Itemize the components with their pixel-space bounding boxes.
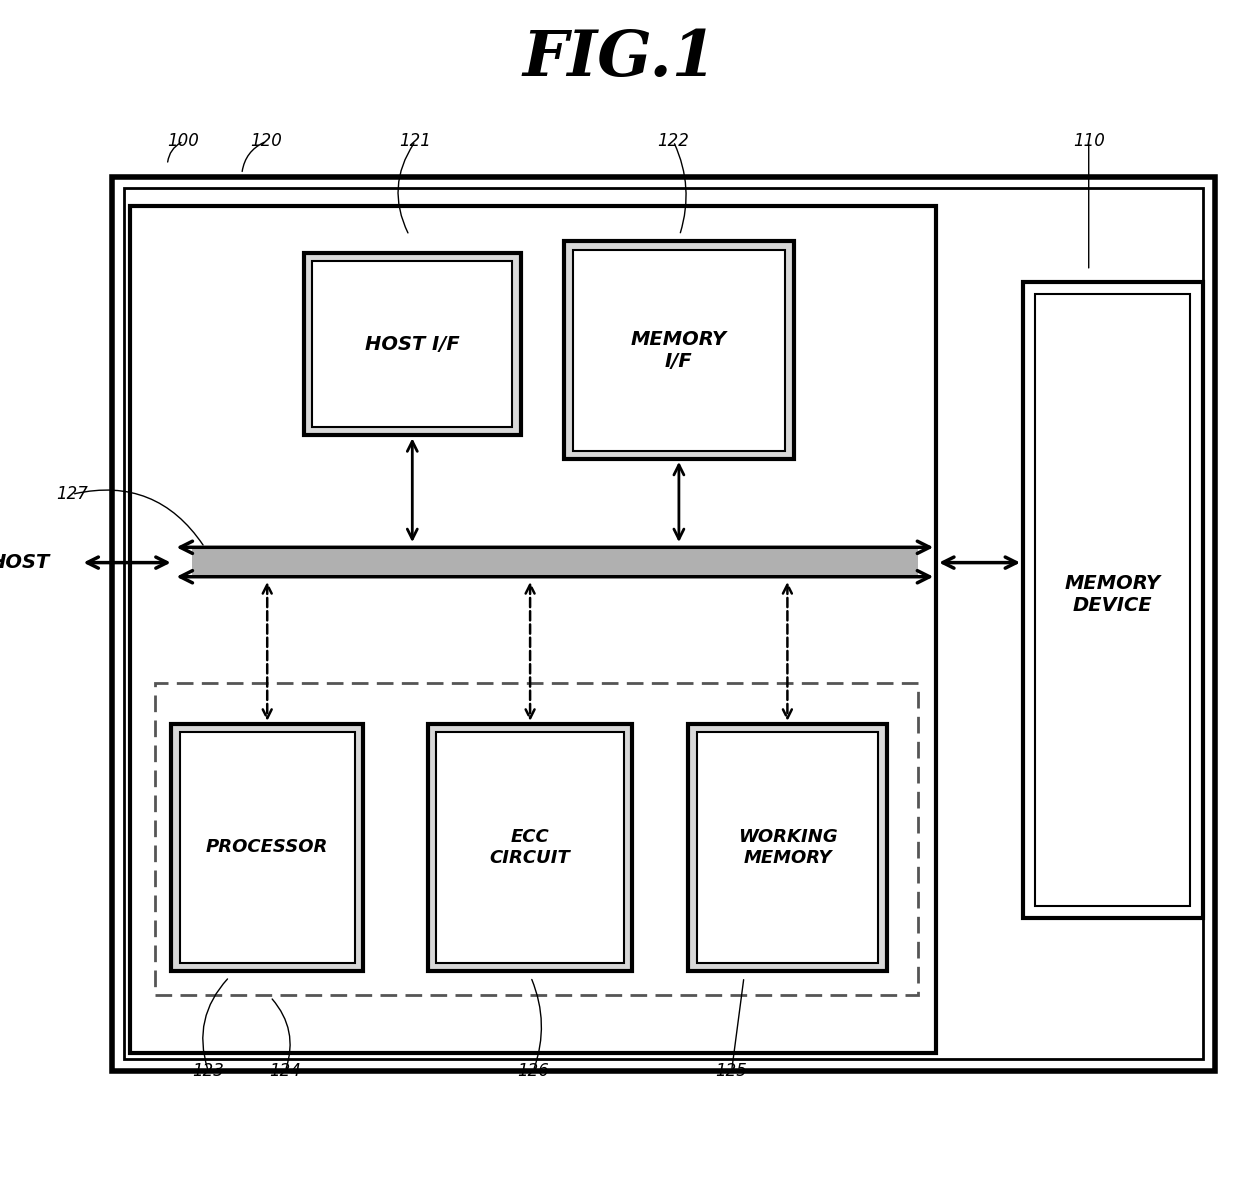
Bar	[436, 732, 624, 963]
Text: ECC
CIRCUIT: ECC CIRCUIT	[490, 829, 570, 866]
Bar	[124, 188, 1203, 1059]
Text: MEMORY
I/F: MEMORY I/F	[631, 330, 727, 371]
Bar	[130, 206, 936, 1053]
Text: 126: 126	[517, 1062, 549, 1080]
Text: 127: 127	[56, 485, 88, 504]
Bar	[697, 732, 878, 963]
Text: HOST I/F: HOST I/F	[365, 334, 460, 354]
Bar	[1023, 282, 1203, 918]
Text: 122: 122	[657, 132, 689, 151]
Bar	[1035, 294, 1190, 906]
Bar	[688, 724, 887, 971]
Bar	[192, 547, 918, 577]
Text: 123: 123	[192, 1062, 224, 1080]
Text: 120: 120	[250, 132, 283, 151]
Text: FIG.1: FIG.1	[523, 28, 717, 89]
Text: PROCESSOR: PROCESSOR	[206, 838, 329, 857]
Bar	[564, 241, 794, 459]
Text: 110: 110	[1073, 132, 1105, 151]
Text: HOST: HOST	[0, 553, 50, 572]
Bar	[171, 724, 363, 971]
Bar	[180, 732, 355, 963]
Bar	[312, 261, 512, 427]
Bar	[155, 683, 918, 995]
Text: WORKING
MEMORY: WORKING MEMORY	[738, 829, 837, 866]
Bar	[573, 250, 785, 451]
Text: 124: 124	[269, 1062, 301, 1080]
Text: 125: 125	[715, 1062, 748, 1080]
Text: MEMORY
DEVICE: MEMORY DEVICE	[1064, 574, 1161, 614]
Text: 100: 100	[167, 132, 200, 151]
Text: 121: 121	[399, 132, 432, 151]
Bar	[428, 724, 632, 971]
Bar	[112, 177, 1215, 1071]
Bar	[304, 253, 521, 435]
